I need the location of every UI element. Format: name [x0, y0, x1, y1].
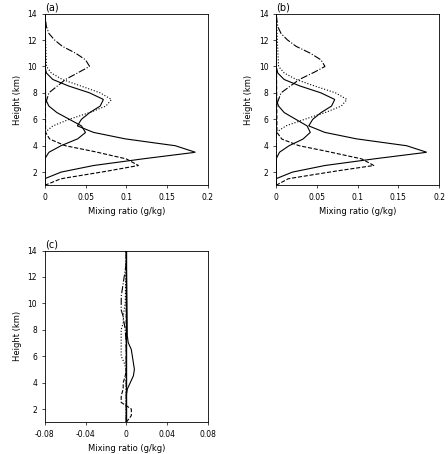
X-axis label: Mixing ratio (g/kg): Mixing ratio (g/kg)	[319, 207, 396, 217]
Y-axis label: Height (km): Height (km)	[244, 74, 253, 124]
Text: (c): (c)	[45, 240, 58, 250]
Text: (b): (b)	[276, 3, 290, 13]
Text: (a): (a)	[45, 3, 58, 13]
X-axis label: Mixing ratio (g/kg): Mixing ratio (g/kg)	[87, 207, 165, 217]
Y-axis label: Height (km): Height (km)	[13, 311, 22, 361]
X-axis label: Mixing ratio (g/kg): Mixing ratio (g/kg)	[87, 444, 165, 454]
Y-axis label: Height (km): Height (km)	[13, 74, 22, 124]
